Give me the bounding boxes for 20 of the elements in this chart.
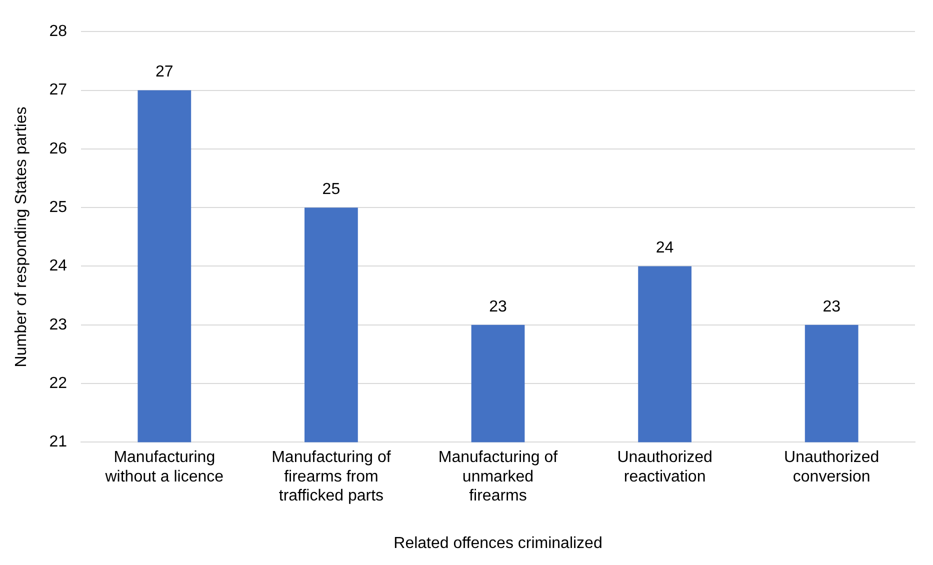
x-tick-label: Manufacturing of unmarked firearms (438, 449, 558, 505)
data-label: 23 (489, 298, 507, 316)
data-label: 25 (322, 180, 340, 198)
x-tick-label: Unauthorized conversion (784, 449, 880, 486)
y-tick-label: 23 (49, 316, 68, 334)
x-axis-title: Related offences criminalized (394, 534, 602, 552)
x-tick-label: Unauthorized reactivation (617, 449, 712, 486)
y-tick-label: 22 (49, 374, 68, 392)
y-tick-label: 26 (49, 140, 68, 158)
x-tick-label: Manufacturing without a licence (104, 449, 224, 486)
x-tick-label: Manufacturing of firearms from trafficked parts (272, 449, 392, 505)
y-tick-label: 27 (49, 82, 68, 99)
y-tick-label: 28 (49, 23, 68, 40)
y-tick-label: 25 (49, 198, 68, 216)
y-tick-label: 24 (49, 258, 68, 275)
data-label: 23 (822, 298, 841, 316)
data-label: 24 (656, 240, 674, 257)
data-label: 27 (156, 64, 174, 81)
y-tick-label: 21 (49, 434, 68, 451)
y-axis-title: Number of responding States parties (13, 106, 30, 368)
